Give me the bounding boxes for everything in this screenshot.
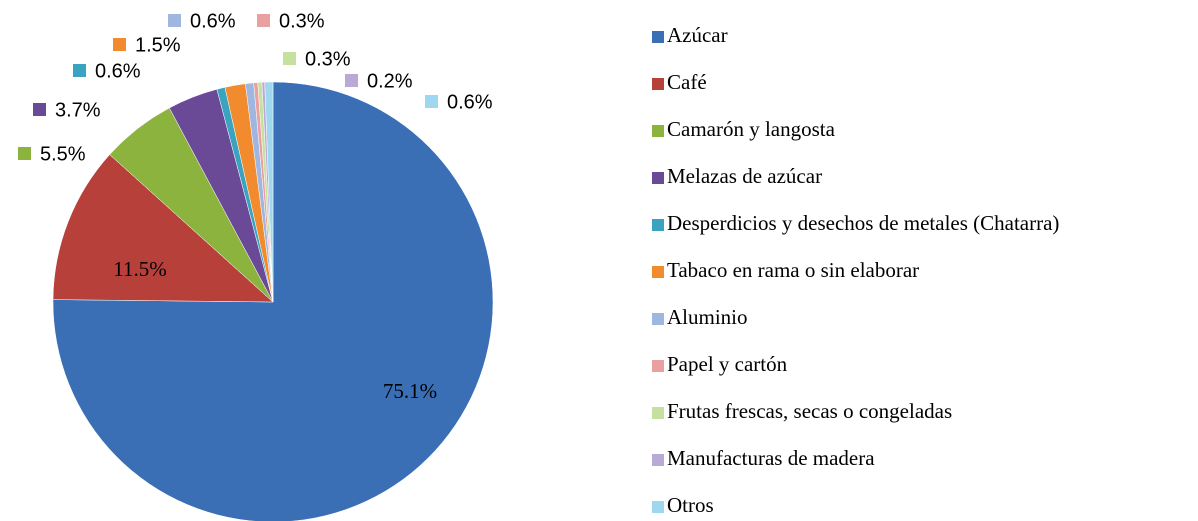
label-swatch — [168, 14, 181, 27]
legend-label: Tabaco en rama o sin elaborar — [667, 258, 919, 282]
data-label: 0.3% — [305, 48, 351, 70]
legend-label: Azúcar — [667, 23, 728, 47]
pie-slice — [52, 81, 494, 521]
data-label: 0.6% — [190, 10, 236, 32]
legend-label: Papel y cartón — [667, 352, 788, 376]
legend-swatch — [652, 78, 664, 90]
legend-label: Desperdicios y desechos de metales (Chat… — [667, 211, 1059, 235]
label-swatch — [345, 74, 358, 87]
label-swatch — [33, 103, 46, 116]
data-label: 11.5% — [113, 257, 166, 281]
legend-label: Camarón y langosta — [667, 117, 836, 141]
legend-swatch — [652, 31, 664, 43]
legend-swatch — [652, 501, 664, 513]
pie-slice — [264, 81, 274, 303]
data-label: 5.5% — [40, 143, 86, 165]
label-swatch — [113, 38, 126, 51]
legend-label: Café — [667, 70, 707, 94]
legend-label: Aluminio — [667, 305, 748, 329]
legend-label: Manufacturas de madera — [667, 446, 875, 470]
legend-swatch — [652, 360, 664, 372]
legend-swatch — [652, 454, 664, 466]
data-label: 1.5% — [135, 34, 181, 56]
label-swatch — [18, 147, 31, 160]
pie-slice — [52, 154, 274, 303]
legend-swatch — [652, 266, 664, 278]
data-label: 0.3% — [279, 10, 325, 32]
legend-swatch — [652, 313, 664, 325]
legend-swatch — [652, 407, 664, 419]
data-label: 0.6% — [95, 60, 141, 82]
label-swatch — [283, 52, 296, 65]
label-swatch — [257, 14, 270, 27]
legend-swatch — [652, 125, 664, 137]
data-label: 0.6% — [447, 91, 493, 113]
data-label: 3.7% — [55, 99, 101, 121]
legend-label: Frutas frescas, secas o congeladas — [667, 399, 952, 423]
data-label: 0.2% — [367, 70, 413, 92]
legend-swatch — [652, 172, 664, 184]
label-swatch — [425, 95, 438, 108]
legend-label: Otros — [667, 493, 714, 517]
data-label: 75.1% — [383, 379, 437, 403]
legend-swatch — [652, 219, 664, 231]
legend-label: Melazas de azúcar — [667, 164, 822, 188]
label-swatch — [73, 64, 86, 77]
